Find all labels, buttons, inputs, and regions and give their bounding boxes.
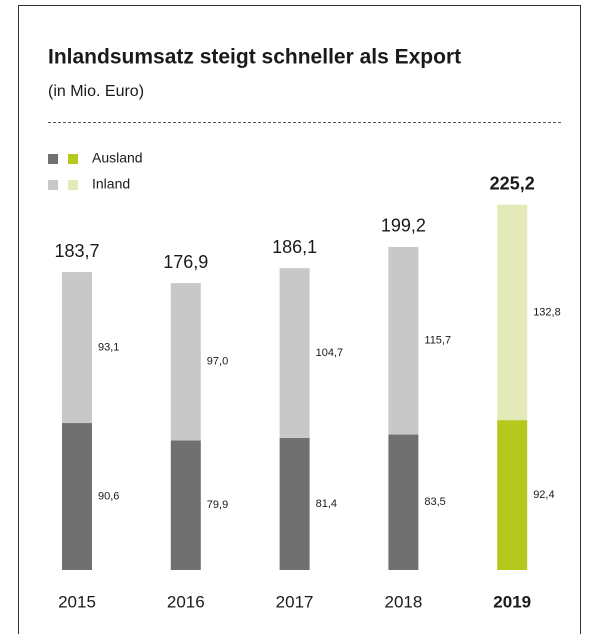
legend-swatch [48,180,58,190]
x-tick-label: 2016 [167,592,205,611]
legend-label: Inland [92,176,130,192]
x-tick-label: 2019 [493,592,531,611]
value-label: 90,6 [98,490,119,502]
bar-segment [388,246,419,435]
total-label: 183,7 [54,241,99,261]
value-label: 81,4 [316,498,337,510]
value-label: 93,1 [98,341,119,353]
bar-segment [62,272,92,424]
bar-segment [279,437,310,570]
x-tick-label: 2015 [58,592,96,611]
value-label: 104,7 [316,347,344,359]
value-label: 79,9 [207,499,228,511]
legend-swatch [48,154,58,164]
value-label: 132,8 [533,306,561,318]
legend-swatch [68,180,78,190]
bar-segment [279,268,310,438]
value-label: 97,0 [207,356,228,368]
bar-segment [170,283,201,441]
frame [18,5,581,634]
x-tick-label: 2018 [384,592,422,611]
chart-title: Inlandsumsatz steigt schneller als Expor… [48,46,461,69]
value-label: 92,4 [533,489,554,501]
x-tick-label: 2017 [276,592,314,611]
total-label: 225,2 [490,173,535,193]
bar-segment [62,423,92,570]
bar-segment [497,204,528,421]
bar-segment [497,420,528,570]
total-label: 199,2 [381,216,426,236]
bar-segment [388,434,419,570]
total-label: 176,9 [163,252,208,272]
value-label: 83,5 [424,496,445,508]
chart-subtitle: (in Mio. Euro) [48,83,144,100]
value-label: 115,7 [424,335,451,347]
total-label: 186,1 [272,237,317,257]
bar-segment [170,440,201,570]
legend-swatch [68,154,78,164]
legend-label: Ausland [92,150,143,166]
